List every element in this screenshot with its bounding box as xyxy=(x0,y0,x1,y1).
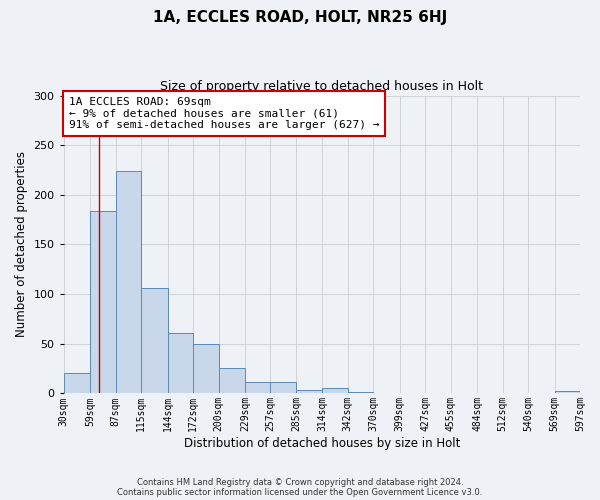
X-axis label: Distribution of detached houses by size in Holt: Distribution of detached houses by size … xyxy=(184,437,460,450)
Title: Size of property relative to detached houses in Holt: Size of property relative to detached ho… xyxy=(160,80,484,93)
Bar xyxy=(218,368,245,394)
Bar xyxy=(116,171,141,394)
Bar xyxy=(271,382,296,394)
Bar xyxy=(348,392,373,394)
Y-axis label: Number of detached properties: Number of detached properties xyxy=(15,152,28,338)
Bar xyxy=(322,388,348,394)
Bar xyxy=(141,288,167,394)
Text: Contains HM Land Registry data © Crown copyright and database right 2024.: Contains HM Land Registry data © Crown c… xyxy=(137,478,463,487)
Text: 1A, ECCLES ROAD, HOLT, NR25 6HJ: 1A, ECCLES ROAD, HOLT, NR25 6HJ xyxy=(153,10,447,25)
Bar xyxy=(193,344,218,394)
Bar xyxy=(245,382,271,394)
Bar xyxy=(296,390,322,394)
Bar xyxy=(167,333,193,394)
Text: 1A ECCLES ROAD: 69sqm
← 9% of detached houses are smaller (61)
91% of semi-detac: 1A ECCLES ROAD: 69sqm ← 9% of detached h… xyxy=(69,97,379,130)
Bar xyxy=(64,372,90,394)
Bar xyxy=(90,210,116,394)
Text: Contains public sector information licensed under the Open Government Licence v3: Contains public sector information licen… xyxy=(118,488,482,497)
Bar xyxy=(554,392,580,394)
